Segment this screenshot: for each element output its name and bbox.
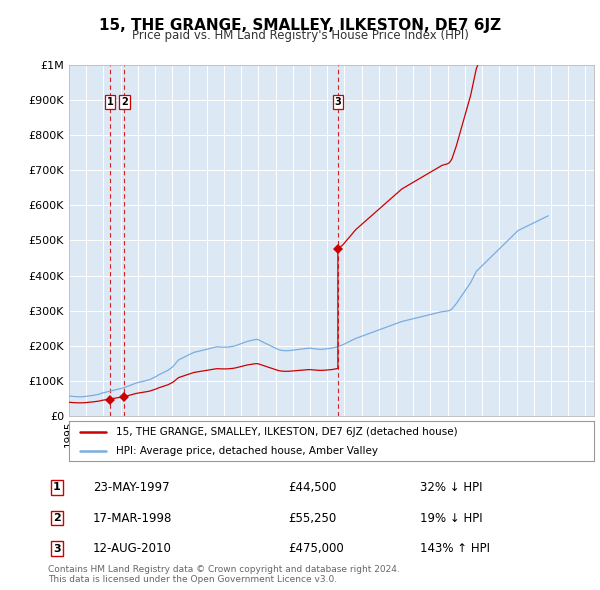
Text: £44,500: £44,500 bbox=[288, 481, 337, 494]
Text: 3: 3 bbox=[53, 544, 61, 553]
Text: 15, THE GRANGE, SMALLEY, ILKESTON, DE7 6JZ (detached house): 15, THE GRANGE, SMALLEY, ILKESTON, DE7 6… bbox=[116, 427, 458, 437]
Text: 17-MAR-1998: 17-MAR-1998 bbox=[93, 512, 172, 525]
Text: 15, THE GRANGE, SMALLEY, ILKESTON, DE7 6JZ: 15, THE GRANGE, SMALLEY, ILKESTON, DE7 6… bbox=[99, 18, 501, 32]
Text: 2: 2 bbox=[121, 97, 128, 107]
Text: Contains HM Land Registry data © Crown copyright and database right 2024.: Contains HM Land Registry data © Crown c… bbox=[48, 565, 400, 574]
Text: 12-AUG-2010: 12-AUG-2010 bbox=[93, 542, 172, 555]
Text: 1: 1 bbox=[107, 97, 113, 107]
Text: Price paid vs. HM Land Registry's House Price Index (HPI): Price paid vs. HM Land Registry's House … bbox=[131, 30, 469, 42]
Text: 23-MAY-1997: 23-MAY-1997 bbox=[93, 481, 170, 494]
Text: £475,000: £475,000 bbox=[288, 542, 344, 555]
Text: £55,250: £55,250 bbox=[288, 512, 336, 525]
Text: 1: 1 bbox=[53, 483, 61, 492]
Text: 19% ↓ HPI: 19% ↓ HPI bbox=[420, 512, 482, 525]
Text: 2: 2 bbox=[53, 513, 61, 523]
Text: 3: 3 bbox=[334, 97, 341, 107]
Text: 32% ↓ HPI: 32% ↓ HPI bbox=[420, 481, 482, 494]
Text: 143% ↑ HPI: 143% ↑ HPI bbox=[420, 542, 490, 555]
Text: This data is licensed under the Open Government Licence v3.0.: This data is licensed under the Open Gov… bbox=[48, 575, 337, 584]
Text: HPI: Average price, detached house, Amber Valley: HPI: Average price, detached house, Ambe… bbox=[116, 445, 378, 455]
